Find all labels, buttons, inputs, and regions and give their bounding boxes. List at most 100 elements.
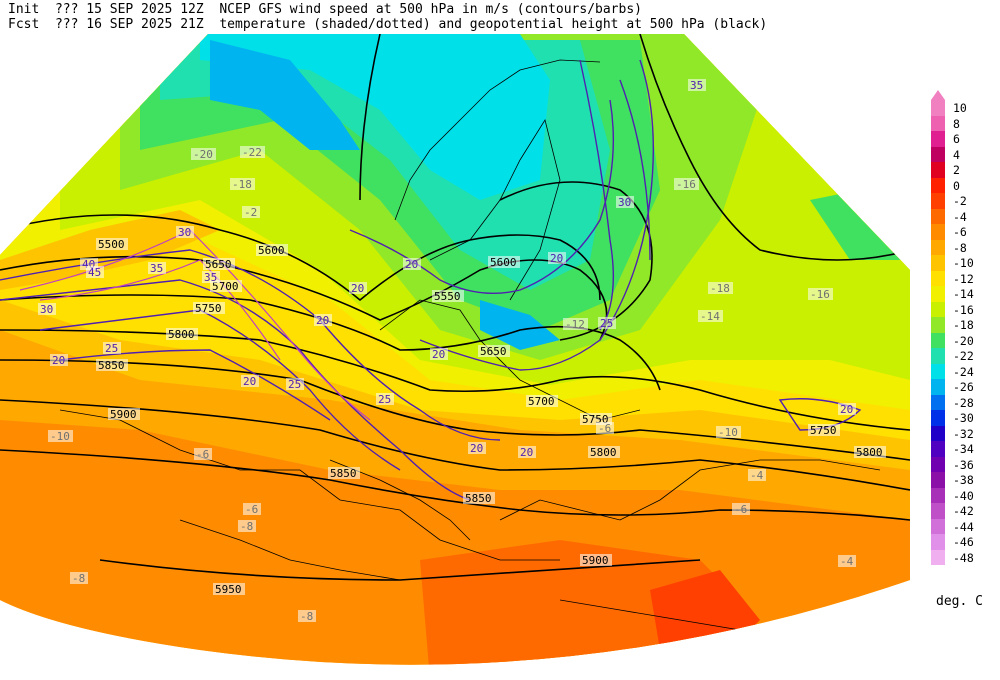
wind-label: 35 <box>150 262 163 275</box>
height-label: 5900 <box>110 408 137 421</box>
height-label-bg <box>854 446 886 458</box>
temperature-label-bg <box>242 206 260 218</box>
height-label-bg <box>166 328 198 340</box>
temperature-label: -16 <box>810 288 830 301</box>
forecast-label: Fcst <box>8 17 40 32</box>
colorbar-label: -42 <box>953 504 974 518</box>
colorbar-label: -10 <box>953 256 974 270</box>
height-label: 5700 <box>528 395 555 408</box>
height-label: 5700 <box>212 280 239 293</box>
wind-label-bg <box>202 271 220 283</box>
height-label-bg <box>193 302 225 314</box>
colorbar-label: -4 <box>953 209 967 224</box>
height-label: 5850 <box>330 467 357 480</box>
wind-label: 20 <box>550 252 563 265</box>
height-label-bg <box>96 238 128 250</box>
colorbar-label: -14 <box>953 287 974 301</box>
wind-label-bg <box>403 258 421 270</box>
wind-label: 30 <box>618 196 631 209</box>
colorbar-swatch <box>931 286 945 302</box>
wind-label-bg <box>349 282 367 294</box>
temperature-label: -8 <box>300 610 313 623</box>
temperature-label-bg <box>674 178 699 190</box>
height-label: 5750 <box>195 302 222 315</box>
wind-label-bg <box>430 348 448 360</box>
height-label-bg <box>580 554 612 566</box>
wind-label: 35 <box>690 79 703 92</box>
height-label: 5800 <box>856 446 883 459</box>
wind-label-bg <box>241 375 259 387</box>
colorbar-swatch <box>931 131 945 147</box>
colorbar-label: -38 <box>953 473 974 487</box>
height-label: 5650 <box>205 258 232 271</box>
temperature-label: -8 <box>72 572 85 585</box>
wind-label-bg <box>38 303 56 315</box>
height-label: 5900 <box>582 554 609 567</box>
colorbar-label: 10 <box>953 101 967 115</box>
colorbar-arrow <box>931 90 945 100</box>
wind-label: 20 <box>405 258 418 271</box>
temperature-label: -16 <box>676 178 696 191</box>
temperature-label-bg <box>563 318 588 330</box>
height-label: 5750 <box>810 424 837 437</box>
colorbar-label: 2 <box>953 163 960 177</box>
wind-label: 45 <box>88 266 101 279</box>
colorbar-swatch <box>931 270 945 286</box>
height-label: 5850 <box>98 359 125 372</box>
wind-label-bg <box>50 354 68 366</box>
temperature-label: -6 <box>245 503 258 516</box>
init-label: Init <box>8 2 40 17</box>
colorbar-swatch <box>931 363 945 379</box>
colorbar-swatch <box>931 162 945 178</box>
colorbar-swatch <box>931 379 945 395</box>
temperature-label-bg <box>838 555 856 567</box>
colorbar-label: -18 <box>953 318 974 332</box>
colorbar-swatch <box>931 410 945 426</box>
colorbar-label: -24 <box>953 364 974 379</box>
coastlines <box>59 59 881 631</box>
temperature-label-bg <box>716 426 741 438</box>
colorbar-label: -22 <box>953 349 974 363</box>
wind-label-bg <box>176 226 194 238</box>
height-label: 5550 <box>434 290 461 303</box>
wind-label: 20 <box>351 282 364 295</box>
colorbar-label: -28 <box>953 395 974 410</box>
wind-label-bg <box>103 342 121 354</box>
colorbar-label: -20 <box>953 333 974 348</box>
colorbar-swatch <box>931 332 945 348</box>
wind-label-bg <box>86 266 104 278</box>
height-label: 5500 <box>98 238 125 251</box>
colorbar-label: -12 <box>953 271 974 286</box>
wind-label-bg <box>548 252 566 264</box>
height-label-bg <box>213 583 245 595</box>
colorbar-swatch <box>931 549 945 565</box>
colorbar-label: -36 <box>953 457 974 472</box>
temperature-label-bg <box>596 422 614 434</box>
wind-label-bg <box>468 442 486 454</box>
colorbar-swatch <box>931 146 945 162</box>
temperature-label: -18 <box>710 282 730 295</box>
temperature-label: -4 <box>750 469 764 482</box>
colorbar-label: 6 <box>953 132 960 146</box>
height-label-bg <box>203 258 235 270</box>
height-label-bg <box>108 408 140 420</box>
colorbar-label: -48 <box>953 550 974 565</box>
wind-label-bg <box>376 393 394 405</box>
height-label: 5600 <box>258 244 285 257</box>
colorbar-swatch <box>931 394 945 410</box>
height-label-bg <box>588 446 620 458</box>
temperature-label-bg <box>243 503 261 515</box>
forecast-value: ??? 16 SEP 2025 21Z <box>54 17 204 32</box>
temperature-label-bg <box>230 178 255 190</box>
temperature-label: -14 <box>700 310 720 323</box>
temperature-label: -6 <box>598 422 611 435</box>
colorbar-swatch <box>931 255 945 271</box>
wind-label-bg <box>518 446 536 458</box>
wind-label-bg <box>616 196 634 208</box>
wind-label: 30 <box>178 226 191 239</box>
height-label-group: 5500 560056505700575058005850590059505550… <box>96 238 886 596</box>
wind-label-bg <box>838 403 856 415</box>
